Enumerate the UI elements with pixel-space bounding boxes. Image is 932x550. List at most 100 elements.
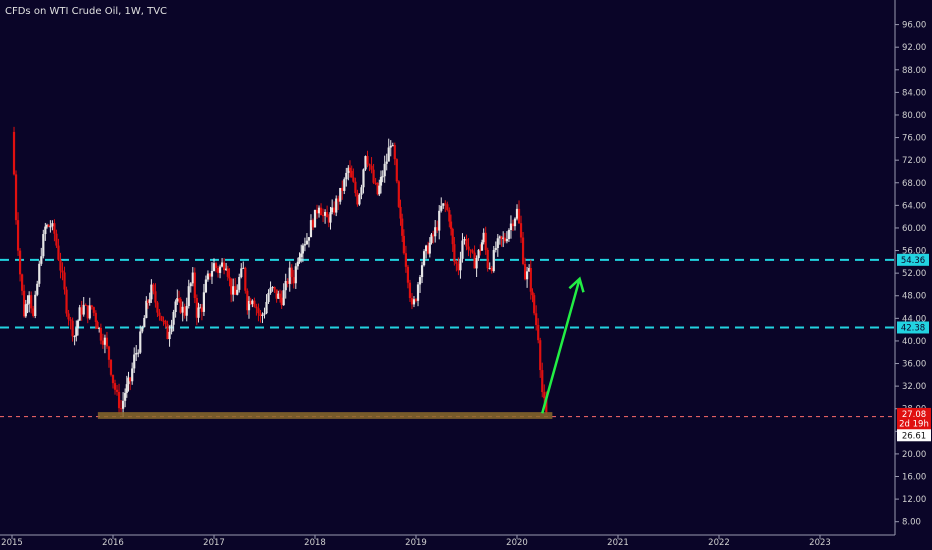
candle-up bbox=[303, 244, 306, 246]
candle-down bbox=[65, 289, 68, 314]
candle-down bbox=[30, 295, 33, 309]
candle-down bbox=[341, 187, 344, 191]
candle-up bbox=[360, 187, 363, 195]
candle-down bbox=[275, 289, 278, 299]
candle-up bbox=[358, 194, 361, 205]
candle-up bbox=[212, 263, 216, 271]
candle-down bbox=[337, 198, 340, 202]
candle-down bbox=[354, 181, 357, 194]
candle-down bbox=[183, 306, 186, 316]
candle-down bbox=[471, 250, 474, 253]
candle-down bbox=[292, 277, 295, 284]
candle-up bbox=[139, 331, 142, 353]
x-tick-label: 2021 bbox=[607, 538, 629, 548]
x-tick-label: 2019 bbox=[405, 538, 427, 548]
y-tick-label: 40.00 bbox=[902, 337, 926, 347]
candle-down bbox=[350, 170, 353, 178]
candle-down bbox=[111, 374, 115, 384]
candle-up bbox=[197, 307, 200, 318]
candle-down bbox=[519, 223, 523, 238]
candle-down bbox=[193, 272, 196, 298]
candle-down bbox=[286, 280, 289, 284]
candle-up bbox=[199, 307, 202, 309]
candle-down bbox=[539, 340, 542, 371]
candle-up bbox=[189, 283, 192, 287]
candle-down bbox=[315, 209, 319, 214]
candle-down bbox=[327, 217, 330, 223]
candle-down bbox=[129, 377, 132, 382]
candle-down bbox=[12, 131, 16, 175]
candle-down bbox=[490, 267, 493, 272]
candle-down bbox=[404, 253, 407, 267]
y-tick-label: 72.00 bbox=[902, 156, 926, 166]
candle-down bbox=[223, 262, 226, 271]
candle-up bbox=[488, 267, 491, 269]
candle-down bbox=[397, 181, 400, 207]
candle-down bbox=[61, 270, 64, 273]
candle-up bbox=[430, 234, 433, 243]
arrow-layer bbox=[541, 276, 585, 414]
candle-up bbox=[498, 236, 501, 239]
candle-down bbox=[368, 164, 371, 166]
candle-down bbox=[395, 159, 398, 182]
candle-down bbox=[94, 312, 97, 322]
candle-up bbox=[387, 147, 390, 162]
candle-up bbox=[513, 218, 517, 227]
candle-down bbox=[86, 305, 89, 319]
candle-up bbox=[225, 268, 228, 271]
candle-down bbox=[543, 392, 546, 399]
candle-down bbox=[503, 237, 506, 242]
candle-down bbox=[14, 174, 18, 221]
candle-up bbox=[176, 298, 179, 302]
candle-down bbox=[23, 290, 26, 317]
candle-down bbox=[16, 220, 20, 251]
x-tick-label: 2020 bbox=[506, 538, 528, 548]
candle-up bbox=[296, 261, 299, 267]
candle-up bbox=[298, 257, 301, 262]
candle-down bbox=[160, 316, 163, 321]
candle-down bbox=[432, 234, 435, 237]
level-price-tag-label: 54.36 bbox=[901, 256, 925, 266]
y-tick-label: 12.00 bbox=[902, 495, 926, 505]
candle-up bbox=[331, 207, 334, 213]
candle-up bbox=[232, 286, 235, 295]
y-tick-label: 96.00 bbox=[902, 21, 926, 31]
candle-up bbox=[442, 203, 445, 206]
candle-up bbox=[187, 286, 190, 307]
candle-down bbox=[535, 313, 538, 325]
candle-up bbox=[324, 211, 327, 216]
candle-down bbox=[523, 264, 527, 280]
candle-down bbox=[410, 298, 414, 305]
y-tick-label: 52.00 bbox=[902, 269, 926, 279]
candle-down bbox=[446, 204, 449, 211]
candle-down bbox=[113, 383, 117, 390]
candle-down bbox=[230, 278, 233, 295]
candle-up bbox=[301, 245, 304, 254]
candle-down bbox=[376, 182, 379, 195]
candle-down bbox=[226, 268, 229, 277]
candle-down bbox=[448, 210, 451, 222]
candle-down bbox=[326, 211, 329, 218]
candle-down bbox=[257, 308, 260, 314]
candle-down bbox=[154, 291, 157, 303]
price-tag bbox=[897, 407, 931, 420]
candle-down bbox=[414, 299, 418, 301]
y-tick-label: 60.00 bbox=[902, 224, 926, 234]
candle-down bbox=[370, 165, 373, 170]
candle-down bbox=[352, 177, 355, 182]
candle-up bbox=[502, 237, 505, 239]
candle-down bbox=[451, 228, 454, 245]
x-tick-label: 2016 bbox=[102, 538, 124, 548]
candle-up bbox=[267, 292, 270, 302]
candle-down bbox=[427, 245, 430, 254]
price-tag-label: 26.61 bbox=[902, 431, 926, 441]
candle-down bbox=[152, 284, 155, 292]
candle-up bbox=[40, 256, 43, 264]
candle-up bbox=[284, 280, 287, 291]
candle-down bbox=[67, 313, 70, 320]
candle-up bbox=[88, 305, 91, 319]
candle-up bbox=[170, 324, 173, 332]
candle-up bbox=[143, 317, 146, 328]
